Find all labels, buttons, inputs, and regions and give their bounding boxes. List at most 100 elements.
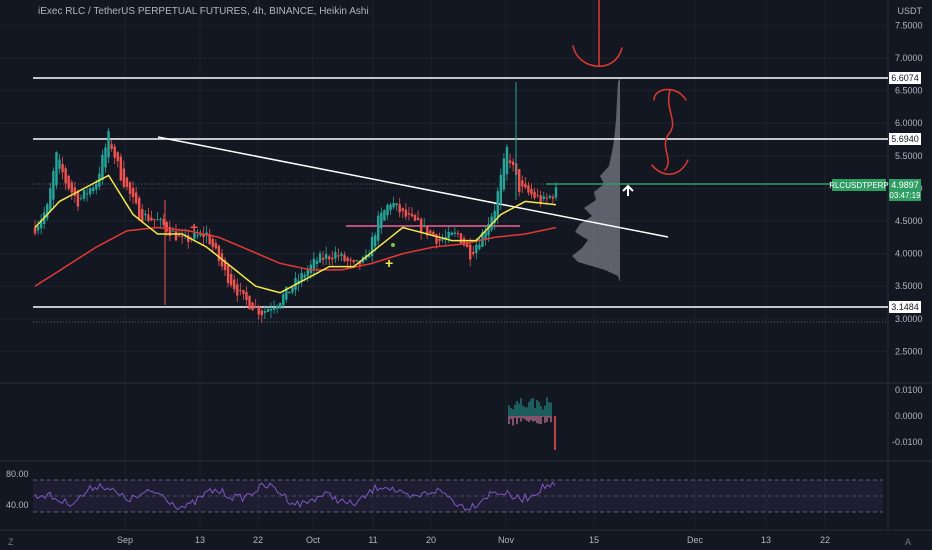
candle <box>499 168 503 211</box>
candle <box>79 194 83 201</box>
candle <box>196 229 199 239</box>
candle <box>229 268 233 288</box>
candle <box>193 228 196 242</box>
candle <box>456 230 460 238</box>
candle <box>551 194 555 204</box>
candle <box>272 300 276 314</box>
candle <box>119 153 123 182</box>
candle <box>36 220 40 235</box>
candle <box>141 204 144 224</box>
rsi-line <box>34 481 556 512</box>
candle <box>321 251 325 266</box>
price-tick-0: 7.5000 <box>895 20 923 30</box>
level-label-1: 6.6074 <box>891 73 919 83</box>
candle <box>88 186 92 198</box>
candle <box>61 157 64 180</box>
candle <box>493 203 496 230</box>
candle <box>438 232 441 247</box>
candle <box>530 183 533 199</box>
level-label-2: 5.6940 <box>891 134 919 144</box>
candle <box>110 139 113 152</box>
rsi-tick-40: 40.00 <box>6 500 29 510</box>
candle <box>355 260 358 263</box>
candle <box>527 181 530 196</box>
candle <box>383 209 386 221</box>
candle <box>423 217 426 228</box>
candle <box>465 240 469 248</box>
candle <box>104 143 107 173</box>
candle <box>533 187 536 200</box>
candle <box>539 190 542 208</box>
descending-trendline[interactable] <box>157 136 669 238</box>
price-tick-4: 5.5000 <box>895 151 923 161</box>
candle <box>459 232 463 244</box>
candle <box>73 181 77 203</box>
candle <box>484 225 487 246</box>
candle <box>70 179 73 200</box>
time-label-15: 15 <box>589 535 599 545</box>
candle <box>211 234 214 254</box>
candle <box>487 217 490 242</box>
candle <box>288 291 291 294</box>
candle <box>98 166 101 191</box>
candle <box>416 210 420 221</box>
time-label-13: 13 <box>195 535 205 545</box>
timezone-icon[interactable]: Z <box>8 537 14 547</box>
bar-countdown: 03:47:19 <box>889 191 921 200</box>
time-label-22b: 22 <box>820 535 830 545</box>
up-arrow-icon <box>622 184 634 196</box>
time-axis[interactable]: Sep 13 22 Oct 11 20 Nov 15 Dec 13 22 <box>117 535 830 545</box>
candle <box>331 250 334 266</box>
time-label-dec: Dec <box>687 535 704 545</box>
price-tick-7: 4.0000 <box>895 249 923 259</box>
ema-short-line <box>34 174 557 294</box>
candle <box>254 299 257 309</box>
macd-tick-3: -0.0100 <box>892 437 923 447</box>
candle <box>85 188 89 202</box>
auto-scale-button[interactable]: A <box>905 537 912 547</box>
candle <box>312 252 316 277</box>
candle <box>131 181 135 204</box>
candle <box>404 203 408 220</box>
candle <box>478 236 481 251</box>
level-label-box-1 <box>889 72 921 84</box>
candle <box>508 153 512 169</box>
candle <box>263 305 267 319</box>
candle <box>33 220 37 236</box>
candle <box>162 213 165 228</box>
candle <box>223 256 227 277</box>
candle <box>46 202 49 222</box>
currency-label[interactable]: USDT <box>897 6 923 16</box>
price-tick-10: 2.5000 <box>895 346 923 356</box>
candle <box>116 151 119 168</box>
candle <box>153 218 156 228</box>
macd-tick-2: 0.0000 <box>895 411 923 421</box>
symbol-label: RLCUSDTPERP <box>829 181 889 190</box>
volume-profile <box>572 78 620 282</box>
candle <box>128 181 132 202</box>
candle <box>174 223 178 242</box>
wick-spikes <box>164 82 517 305</box>
macd-histogram <box>508 397 552 426</box>
candle <box>257 304 260 320</box>
candle <box>300 267 303 287</box>
candle <box>426 225 429 240</box>
candle <box>407 206 411 221</box>
candle <box>548 194 552 200</box>
candle <box>245 286 248 308</box>
candle <box>214 239 218 250</box>
price-axis[interactable]: 7.50007.00006.50006.00005.50005.00004.50… <box>895 20 923 356</box>
candle <box>324 246 328 266</box>
time-label-nov: Nov <box>498 535 515 545</box>
buy-cross-marker: + <box>385 255 393 271</box>
level-label-box-2 <box>889 133 921 145</box>
macd-tick-1: 0.0100 <box>895 385 923 395</box>
candle <box>306 265 309 282</box>
candle <box>413 213 417 222</box>
candle <box>291 286 294 295</box>
price-tick-3: 6.0000 <box>895 118 923 128</box>
candle <box>275 304 279 314</box>
candle <box>315 257 319 272</box>
candle <box>58 154 61 174</box>
